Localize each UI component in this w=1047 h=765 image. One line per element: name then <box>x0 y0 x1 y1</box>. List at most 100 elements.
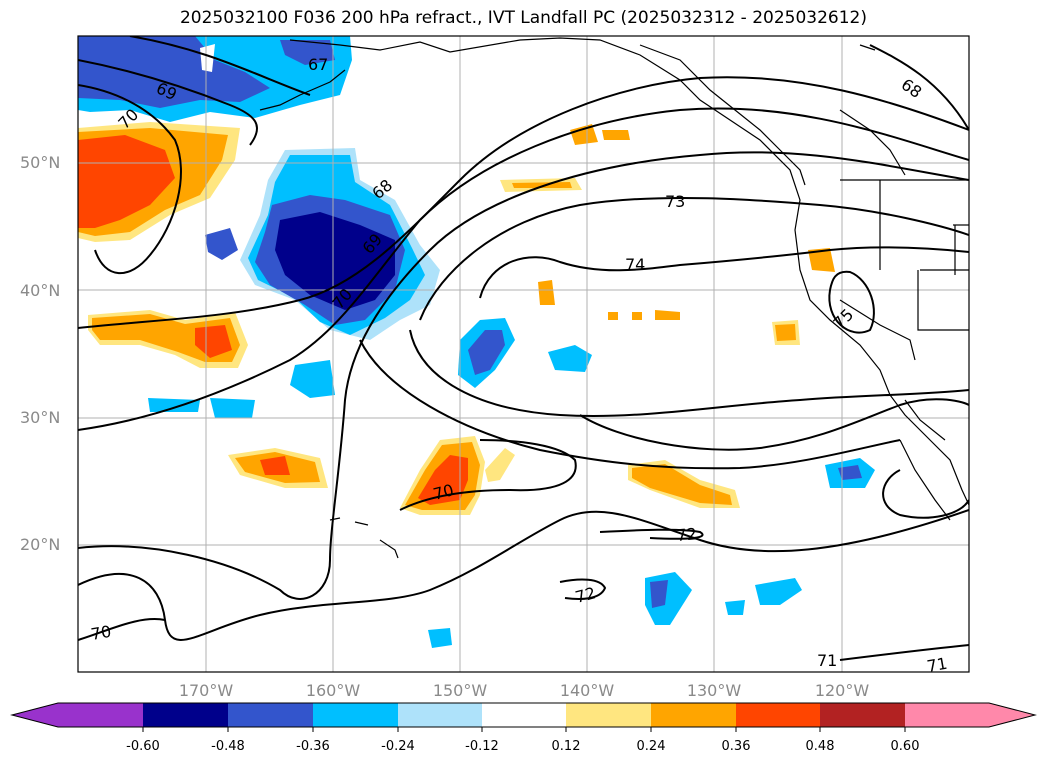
negative-anomaly-small-4 <box>290 360 335 398</box>
contour-70-nw <box>78 84 182 275</box>
lon-label: 160°W <box>306 681 361 700</box>
contour-72-main <box>579 398 969 451</box>
contour-69-main <box>78 107 969 431</box>
contour-75 <box>828 270 875 334</box>
contour-68-main <box>78 76 969 329</box>
colorbar-segment <box>566 703 651 727</box>
negative-anomaly-small-7b <box>838 465 862 480</box>
positive-anomaly-small-b2 <box>775 324 796 341</box>
colorbar-segment <box>313 703 398 727</box>
longitude-labels: 170°W 160°W 150°W 140°W 130°W 120°W <box>179 681 870 700</box>
latitude-labels: 50°N 40°N 30°N 20°N <box>20 153 60 554</box>
contour-69-a <box>78 59 259 146</box>
negative-anomaly-small-11 <box>725 600 745 615</box>
colorbar-tick-label: 0.36 <box>722 739 751 754</box>
gridlines <box>78 36 969 672</box>
contour-label: 70 <box>431 480 456 504</box>
contour-72d <box>559 578 607 600</box>
negative-anomaly-small-8b <box>650 580 668 608</box>
contour-label: 71 <box>817 651 837 670</box>
contour-71-main <box>78 509 969 641</box>
contour-70-sw <box>78 618 166 641</box>
colorbar-tick-label: 0.24 <box>637 739 666 754</box>
coastlines <box>259 37 969 559</box>
positive-anomaly-small-f <box>632 312 642 320</box>
contour-67 <box>129 36 311 96</box>
contour-70-center <box>399 439 577 511</box>
contour-70-se <box>882 469 969 519</box>
contour-label: 70 <box>89 622 112 644</box>
negative-anomaly-small-10 <box>428 628 452 648</box>
contour-68-ne <box>869 44 969 131</box>
lat-label: 40°N <box>20 281 60 300</box>
contour-74-main <box>479 246 969 299</box>
contour-72c <box>599 528 704 540</box>
page-title: 2025032100 F036 200 hPa refract., IVT La… <box>179 8 867 28</box>
negative-anomaly-nw-mid <box>78 36 270 108</box>
negative-anomaly-small-6 <box>210 398 255 418</box>
colorbar-tick-label: -0.12 <box>465 739 499 754</box>
positive-anomaly-nw-red <box>78 135 175 228</box>
colorbar: -0.60 -0.48 -0.36 -0.24 -0.12 0.12 0.24 … <box>10 702 1037 754</box>
negative-anomaly-small-5 <box>148 398 200 412</box>
colorbar-tick-label: -0.36 <box>296 739 330 754</box>
colorbar-segment <box>58 703 143 727</box>
colorbar-segment <box>651 703 736 727</box>
filled-anomaly-areas <box>78 36 875 648</box>
lon-label: 170°W <box>179 681 234 700</box>
contour-73b <box>409 329 969 417</box>
positive-anomaly-small-a <box>538 280 555 305</box>
negative-anomaly-nw-mid2 <box>280 40 335 65</box>
contour-label: 73 <box>665 192 685 211</box>
colorbar-tick-label: -0.24 <box>381 739 415 754</box>
negative-anomaly-small-9 <box>755 578 802 605</box>
negative-anomaly-central-deep <box>275 212 395 310</box>
colorbar-tick-label: 0.48 <box>806 739 835 754</box>
positive-anomaly-small-c <box>808 248 835 272</box>
contour-label: 71 <box>925 654 948 676</box>
contour-72b <box>359 339 901 470</box>
contour-lines <box>78 36 969 661</box>
colorbar-extend-right <box>989 703 1035 727</box>
positive-anomaly-e-orange <box>632 464 732 505</box>
colorbar-tick-label: -0.48 <box>211 739 245 754</box>
lat-label: 30°N <box>20 408 60 427</box>
colorbar-segment <box>398 703 482 727</box>
lat-label: 20°N <box>20 535 60 554</box>
positive-anomaly-small-d <box>655 310 680 320</box>
colorbar-segment <box>905 703 989 727</box>
contour-label: 72 <box>573 583 598 607</box>
contour-label: 67 <box>308 55 328 74</box>
negative-anomaly-small-2b <box>468 330 505 375</box>
lon-label: 130°W <box>687 681 742 700</box>
colorbar-tick-label: 0.12 <box>552 739 581 754</box>
colorbar-tick-label: 0.60 <box>891 739 920 754</box>
contour-73-main <box>419 196 969 321</box>
lon-label: 120°W <box>815 681 870 700</box>
colorbar-tick-label: -0.60 <box>126 739 160 754</box>
lon-label: 150°W <box>433 681 488 700</box>
colorbar-extend-left <box>12 703 58 727</box>
positive-anomaly-n3 <box>602 130 630 140</box>
colorbar-segment <box>143 703 228 727</box>
negative-anomaly-small-3 <box>548 345 592 372</box>
positive-anomaly-center-red <box>418 455 468 505</box>
colorbar-segment <box>820 703 905 727</box>
contour-70-main <box>78 151 969 600</box>
positive-anomaly-w-red <box>195 325 232 358</box>
map-frame <box>77 35 970 673</box>
contour-71-se <box>839 644 969 661</box>
negative-anomaly-small-1 <box>205 228 238 260</box>
lat-label: 50°N <box>20 153 60 172</box>
positive-anomaly-sw-red <box>260 456 290 475</box>
colorbar-segment <box>228 703 313 727</box>
positive-anomaly-n1b <box>512 182 572 188</box>
contour-label: 74 <box>625 255 645 274</box>
map-panel: 67 69 70 68 73 74 69 70 75 70 72 72 70 7… <box>78 36 969 676</box>
positive-anomaly-n2 <box>570 124 598 145</box>
positive-anomaly-small-e <box>608 312 618 320</box>
positive-anomaly-center2-yellow <box>485 448 515 482</box>
contour-label: 72 <box>676 524 698 545</box>
colorbar-segment <box>736 703 820 727</box>
negative-anomaly-small-12 <box>200 44 215 72</box>
